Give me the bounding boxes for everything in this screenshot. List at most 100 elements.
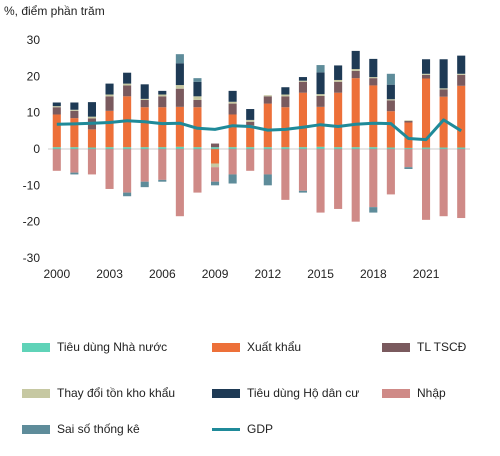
bar-segment [369, 78, 378, 86]
bar-segment [351, 70, 360, 79]
bar-segment [334, 65, 343, 80]
bar-segment [457, 85, 466, 148]
y-tick-label: 30 [27, 33, 41, 47]
x-tick-label: 2021 [413, 267, 440, 281]
bar-segment [158, 96, 167, 108]
bar-segment [404, 120, 413, 122]
legend-label: Nhập [417, 386, 446, 400]
bar-segment [351, 50, 360, 70]
unit-label: %, điểm phần trăm [4, 4, 105, 18]
bar-segment [105, 149, 114, 189]
bar-segment [123, 192, 132, 197]
bar-segment [281, 94, 290, 97]
legend-swatch [382, 389, 410, 398]
bar-segment [421, 147, 431, 149]
legend-label: Thay đổi tồn kho khẩu [57, 386, 176, 400]
y-tick-label: -20 [23, 215, 41, 229]
bar-segment [316, 106, 325, 147]
bar-segment [70, 118, 79, 148]
x-tick-label: 2009 [202, 267, 229, 281]
bar-segment [316, 94, 325, 96]
bar-segment [246, 147, 255, 149]
bar-segment [421, 59, 431, 74]
bar-segment [228, 90, 237, 102]
bar-segment [439, 88, 448, 90]
x-tick-label: 2018 [360, 267, 387, 281]
bar-segment [105, 110, 114, 148]
legend-swatch [212, 343, 240, 352]
y-tick-label: -10 [23, 178, 41, 192]
bar-segment [210, 163, 220, 168]
bar-segment [246, 109, 255, 120]
bar-segment [334, 147, 343, 149]
bar-segment [351, 69, 360, 71]
bar-segment [140, 149, 149, 182]
x-tick-label: 2015 [307, 267, 334, 281]
bar-segment [298, 147, 308, 149]
bar-segment [87, 102, 97, 117]
bar-segment [298, 92, 308, 148]
bar-segment [228, 114, 237, 148]
bar-segment [228, 101, 237, 104]
bar-segment [70, 147, 79, 149]
bar-segment [421, 149, 431, 220]
bar-segment [158, 107, 167, 148]
bar-segment [158, 94, 167, 97]
bar-segment [263, 147, 272, 149]
gdp-line [56, 118, 462, 142]
bar-segment [316, 72, 325, 95]
bar-segment [70, 149, 79, 173]
bar-segment [105, 96, 114, 111]
bar-segment [281, 149, 290, 200]
bar-segment [193, 81, 202, 97]
bar-segment [457, 74, 466, 86]
bar-segment [334, 92, 343, 148]
bar-segment [246, 121, 255, 126]
bar-segment [175, 146, 184, 149]
bar-segment [351, 149, 360, 222]
bar-segment [87, 147, 97, 149]
y-tick-label: 10 [27, 106, 41, 120]
gdp-series-line [56, 118, 462, 142]
bar-segment [87, 116, 97, 119]
bar-segment [52, 147, 61, 149]
legend-item: Sai số thống kê [22, 422, 212, 437]
bar-segment [140, 99, 149, 108]
bar-segment [263, 149, 272, 175]
bar-segment [228, 147, 237, 149]
bar-segment [140, 181, 149, 188]
bar-segment [439, 89, 448, 97]
bar-segment [263, 96, 272, 104]
bar-segment [105, 94, 114, 97]
bar-segment [369, 147, 378, 149]
x-axis: 2000 2003 2006 2009 2012 2015 2018 2021 [43, 267, 439, 281]
bar-segment [158, 147, 167, 149]
bar-segment [421, 78, 431, 148]
legend-item: Tiêu dùng Nhà nước [22, 340, 212, 355]
legend-item: TL TSCĐ [382, 340, 497, 355]
bar-segment [87, 129, 97, 148]
bar-segment [87, 149, 97, 175]
bar-segment [193, 78, 202, 82]
bar-segment [351, 78, 360, 148]
bar-segment [281, 147, 290, 149]
bar-segment [351, 147, 360, 149]
bar-segment [105, 147, 114, 149]
bar-segment [246, 119, 255, 122]
legend-swatch [22, 425, 50, 434]
y-tick-label: -30 [23, 251, 41, 265]
bar-segment [210, 181, 220, 186]
bar-segment [228, 174, 237, 184]
legend-label: Tiêu dùng Nhà nước [57, 340, 168, 354]
bar-segment [369, 207, 378, 213]
legend-swatch [22, 343, 50, 352]
bar-segment [386, 149, 395, 195]
bar-segment [298, 77, 308, 81]
bar-segment [140, 84, 149, 99]
legend-label: TL TSCĐ [417, 340, 467, 354]
bar-segment [263, 174, 272, 186]
bar-segment [457, 147, 466, 149]
bar-segment [246, 149, 255, 171]
bar-segment [316, 95, 325, 107]
